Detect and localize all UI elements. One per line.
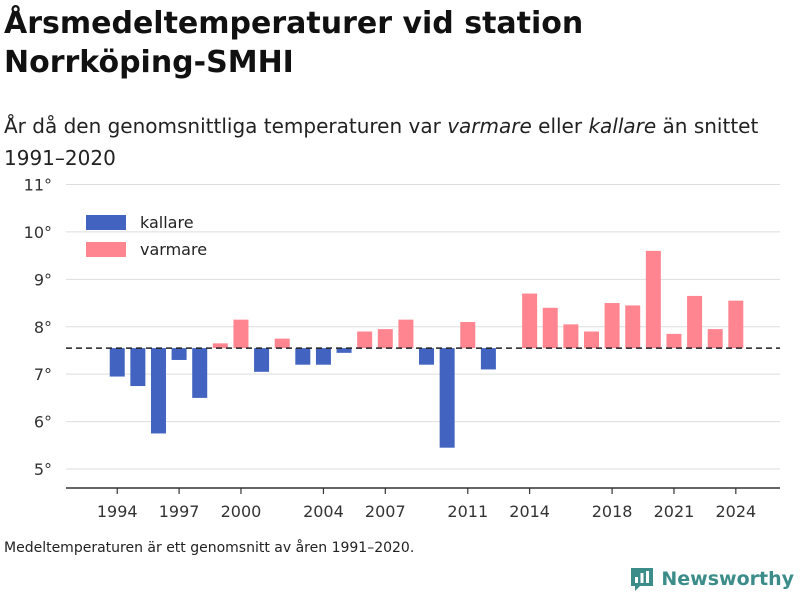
x-tick-label: 2007 [365, 502, 406, 521]
bar-cold [480, 348, 496, 370]
bar-warm [398, 319, 414, 349]
brand-name: Newsworthy [661, 568, 794, 590]
y-tick-label: 7° [34, 365, 52, 384]
x-tick-label: 2011 [447, 502, 488, 521]
bar-warm [377, 329, 393, 349]
y-tick-label: 6° [34, 413, 52, 432]
bar-warm [728, 300, 744, 349]
bar-cold [336, 348, 352, 353]
x-tick-label: 2024 [715, 502, 756, 521]
bar-cold [295, 348, 311, 365]
bar-cold [439, 348, 455, 448]
y-tick-label: 11° [24, 175, 52, 194]
x-tick-label: 2014 [509, 502, 550, 521]
x-tick-label: 1997 [159, 502, 200, 521]
legend-swatch-warm [86, 242, 126, 257]
bar-warm [707, 329, 723, 349]
subtitle-part: År då den genomsnittliga temperaturen va… [4, 114, 448, 138]
x-axis: 1994 1997 2000 2004 2007 2011 2014 2018 2021 2024 [66, 487, 780, 521]
bar-cold [419, 348, 435, 365]
bar-cold [254, 348, 270, 372]
y-tick-label: 5° [34, 460, 52, 479]
x-tick-label: 2021 [654, 502, 695, 521]
x-tick-label: 2018 [592, 502, 633, 521]
bar-warm [460, 322, 476, 349]
bar-warm [357, 331, 373, 349]
bar-cold [130, 348, 146, 387]
bar-cold [150, 348, 166, 434]
subtitle-cold-word: kallare [588, 114, 657, 138]
subtitle-part: eller [531, 114, 589, 138]
bar-warm [212, 343, 228, 349]
newsworthy-logo-icon [631, 568, 654, 591]
bar-warm [522, 293, 538, 349]
bar-warm [645, 250, 661, 349]
brand-logo: Newsworthy [629, 566, 794, 592]
chart-title: Årsmedeltemperaturer vid station Norrköp… [4, 6, 584, 80]
bar-warm [233, 319, 249, 349]
bar-cold [109, 348, 125, 377]
bar-warm [274, 338, 290, 349]
bar-cold [192, 348, 208, 398]
legend: kallare varmare [86, 213, 207, 259]
y-tick-label: 8° [34, 318, 52, 337]
bar-warm [563, 324, 579, 349]
subtitle-part: än snittet 1991–2020 [4, 114, 759, 170]
x-tick-label: 2000 [221, 502, 262, 521]
bar-cold [171, 348, 187, 360]
chart-subtitle: År då den genomsnittliga temperaturen va… [4, 110, 784, 174]
bar-warm [583, 331, 599, 349]
subtitle-warm-word: varmare [447, 114, 532, 138]
bar-warm [604, 303, 620, 349]
y-tick-label: 9° [34, 270, 52, 289]
bar-warm [687, 295, 703, 349]
legend-label-cold: kallare [140, 213, 194, 232]
x-tick-label: 2004 [303, 502, 344, 521]
legend-label-warm: varmare [140, 240, 207, 259]
bars [109, 250, 744, 448]
bar-warm [542, 307, 558, 349]
legend-swatch-cold [86, 215, 126, 230]
bar-chart: 5° 6° 7° 8° 9° 10° 11° 1994 1997 2000 2004 2007 201… [24, 175, 780, 521]
y-axis: 5° 6° 7° 8° 9° 10° 11° [24, 175, 52, 479]
gridlines [66, 183, 780, 470]
chart-area: 5° 6° 7° 8° 9° 10° 11° 1994 1997 2000 2004 2007 201… [0, 175, 800, 530]
y-tick-label: 10° [24, 223, 52, 242]
x-tick-label: 1994 [97, 502, 138, 521]
footnote: Medeltemperaturen är ett genomsnitt av å… [4, 540, 415, 556]
bar-warm [625, 305, 641, 349]
bar-warm [666, 333, 682, 349]
bar-cold [315, 348, 331, 365]
